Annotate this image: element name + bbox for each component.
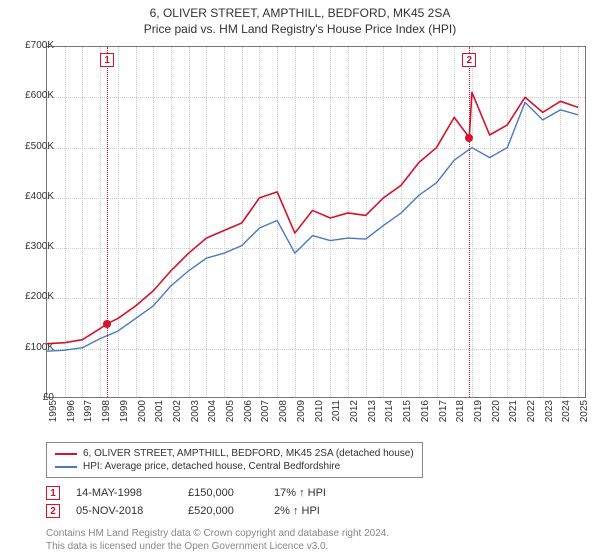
y-tick-label: £700K [12, 40, 54, 51]
x-tick-label: 2009 [296, 400, 307, 430]
x-tick-label: 2024 [561, 400, 572, 430]
legend-label: 6, OLIVER STREET, AMPTHILL, BEDFORD, MK4… [83, 448, 414, 459]
x-tick-label: 2004 [207, 400, 218, 430]
x-tick-label: 1997 [83, 400, 94, 430]
x-tick-label: 2018 [455, 400, 466, 430]
x-tick-label: 2020 [491, 400, 502, 430]
y-tick-label: £300K [12, 241, 54, 252]
x-tick-label: 2010 [314, 400, 325, 430]
y-tick-label: £200K [12, 291, 54, 302]
event-date: 05-NOV-2018 [76, 505, 172, 517]
x-tick-label: 2017 [438, 400, 449, 430]
event-row: 1 14-MAY-1998 £150,000 17% ↑ HPI [46, 484, 344, 502]
series-hpi [47, 102, 578, 351]
chart-plot-area: 12 [46, 46, 586, 398]
y-tick-label: £600K [12, 90, 54, 101]
price-marker [103, 320, 111, 328]
footer-line-2: This data is licensed under the Open Gov… [46, 541, 389, 554]
event-badge: 2 [46, 504, 60, 518]
x-tick-label: 2016 [420, 400, 431, 430]
x-tick-label: 2015 [402, 400, 413, 430]
series-property [47, 92, 578, 343]
x-tick-label: 2014 [384, 400, 395, 430]
legend-swatch [55, 466, 77, 468]
footer-line-1: Contains HM Land Registry data © Crown c… [46, 528, 389, 541]
event-delta: 2% ↑ HPI [274, 505, 344, 517]
x-tick-label: 2002 [172, 400, 183, 430]
y-tick-label: £500K [12, 141, 54, 152]
event-row: 2 05-NOV-2018 £520,000 2% ↑ HPI [46, 502, 344, 520]
x-tick-label: 1996 [66, 400, 77, 430]
x-tick-label: 2013 [367, 400, 378, 430]
event-date: 14-MAY-1998 [76, 487, 172, 499]
x-tick-label: 1995 [48, 400, 59, 430]
legend-label: HPI: Average price, detached house, Cent… [83, 461, 340, 472]
x-tick-label: 2021 [508, 400, 519, 430]
y-tick-label: £100K [12, 342, 54, 353]
x-tick-label: 2003 [190, 400, 201, 430]
x-tick-label: 2007 [260, 400, 271, 430]
event-badge: 1 [46, 486, 60, 500]
x-tick-label: 2008 [278, 400, 289, 430]
event-price: £520,000 [188, 505, 258, 517]
x-tick-label: 2011 [331, 400, 342, 430]
x-tick-label: 2006 [243, 400, 254, 430]
legend: 6, OLIVER STREET, AMPTHILL, BEDFORD, MK4… [46, 442, 423, 478]
legend-item: HPI: Average price, detached house, Cent… [55, 460, 414, 473]
event-price: £150,000 [188, 487, 258, 499]
price-marker [465, 134, 473, 142]
x-tick-label: 1998 [101, 400, 112, 430]
x-tick-label: 2001 [154, 400, 165, 430]
chart-subtitle: Price paid vs. HM Land Registry's House … [0, 20, 600, 36]
y-tick-label: £400K [12, 191, 54, 202]
x-tick-label: 2019 [473, 400, 484, 430]
series-svg [47, 47, 587, 399]
x-tick-label: 2005 [225, 400, 236, 430]
x-tick-label: 2012 [349, 400, 360, 430]
events-table: 1 14-MAY-1998 £150,000 17% ↑ HPI 2 05-NOV-201… [46, 484, 344, 520]
x-tick-label: 2023 [544, 400, 555, 430]
event-delta: 17% ↑ HPI [274, 487, 344, 499]
attribution-footer: Contains HM Land Registry data © Crown c… [46, 528, 389, 553]
chart-title: 6, OLIVER STREET, AMPTHILL, BEDFORD, MK4… [0, 0, 600, 20]
legend-item: 6, OLIVER STREET, AMPTHILL, BEDFORD, MK4… [55, 447, 414, 460]
x-tick-label: 1999 [119, 400, 130, 430]
x-tick-label: 2022 [526, 400, 537, 430]
x-tick-label: 2000 [137, 400, 148, 430]
x-tick-label: 2025 [579, 400, 590, 430]
legend-swatch [55, 453, 77, 455]
